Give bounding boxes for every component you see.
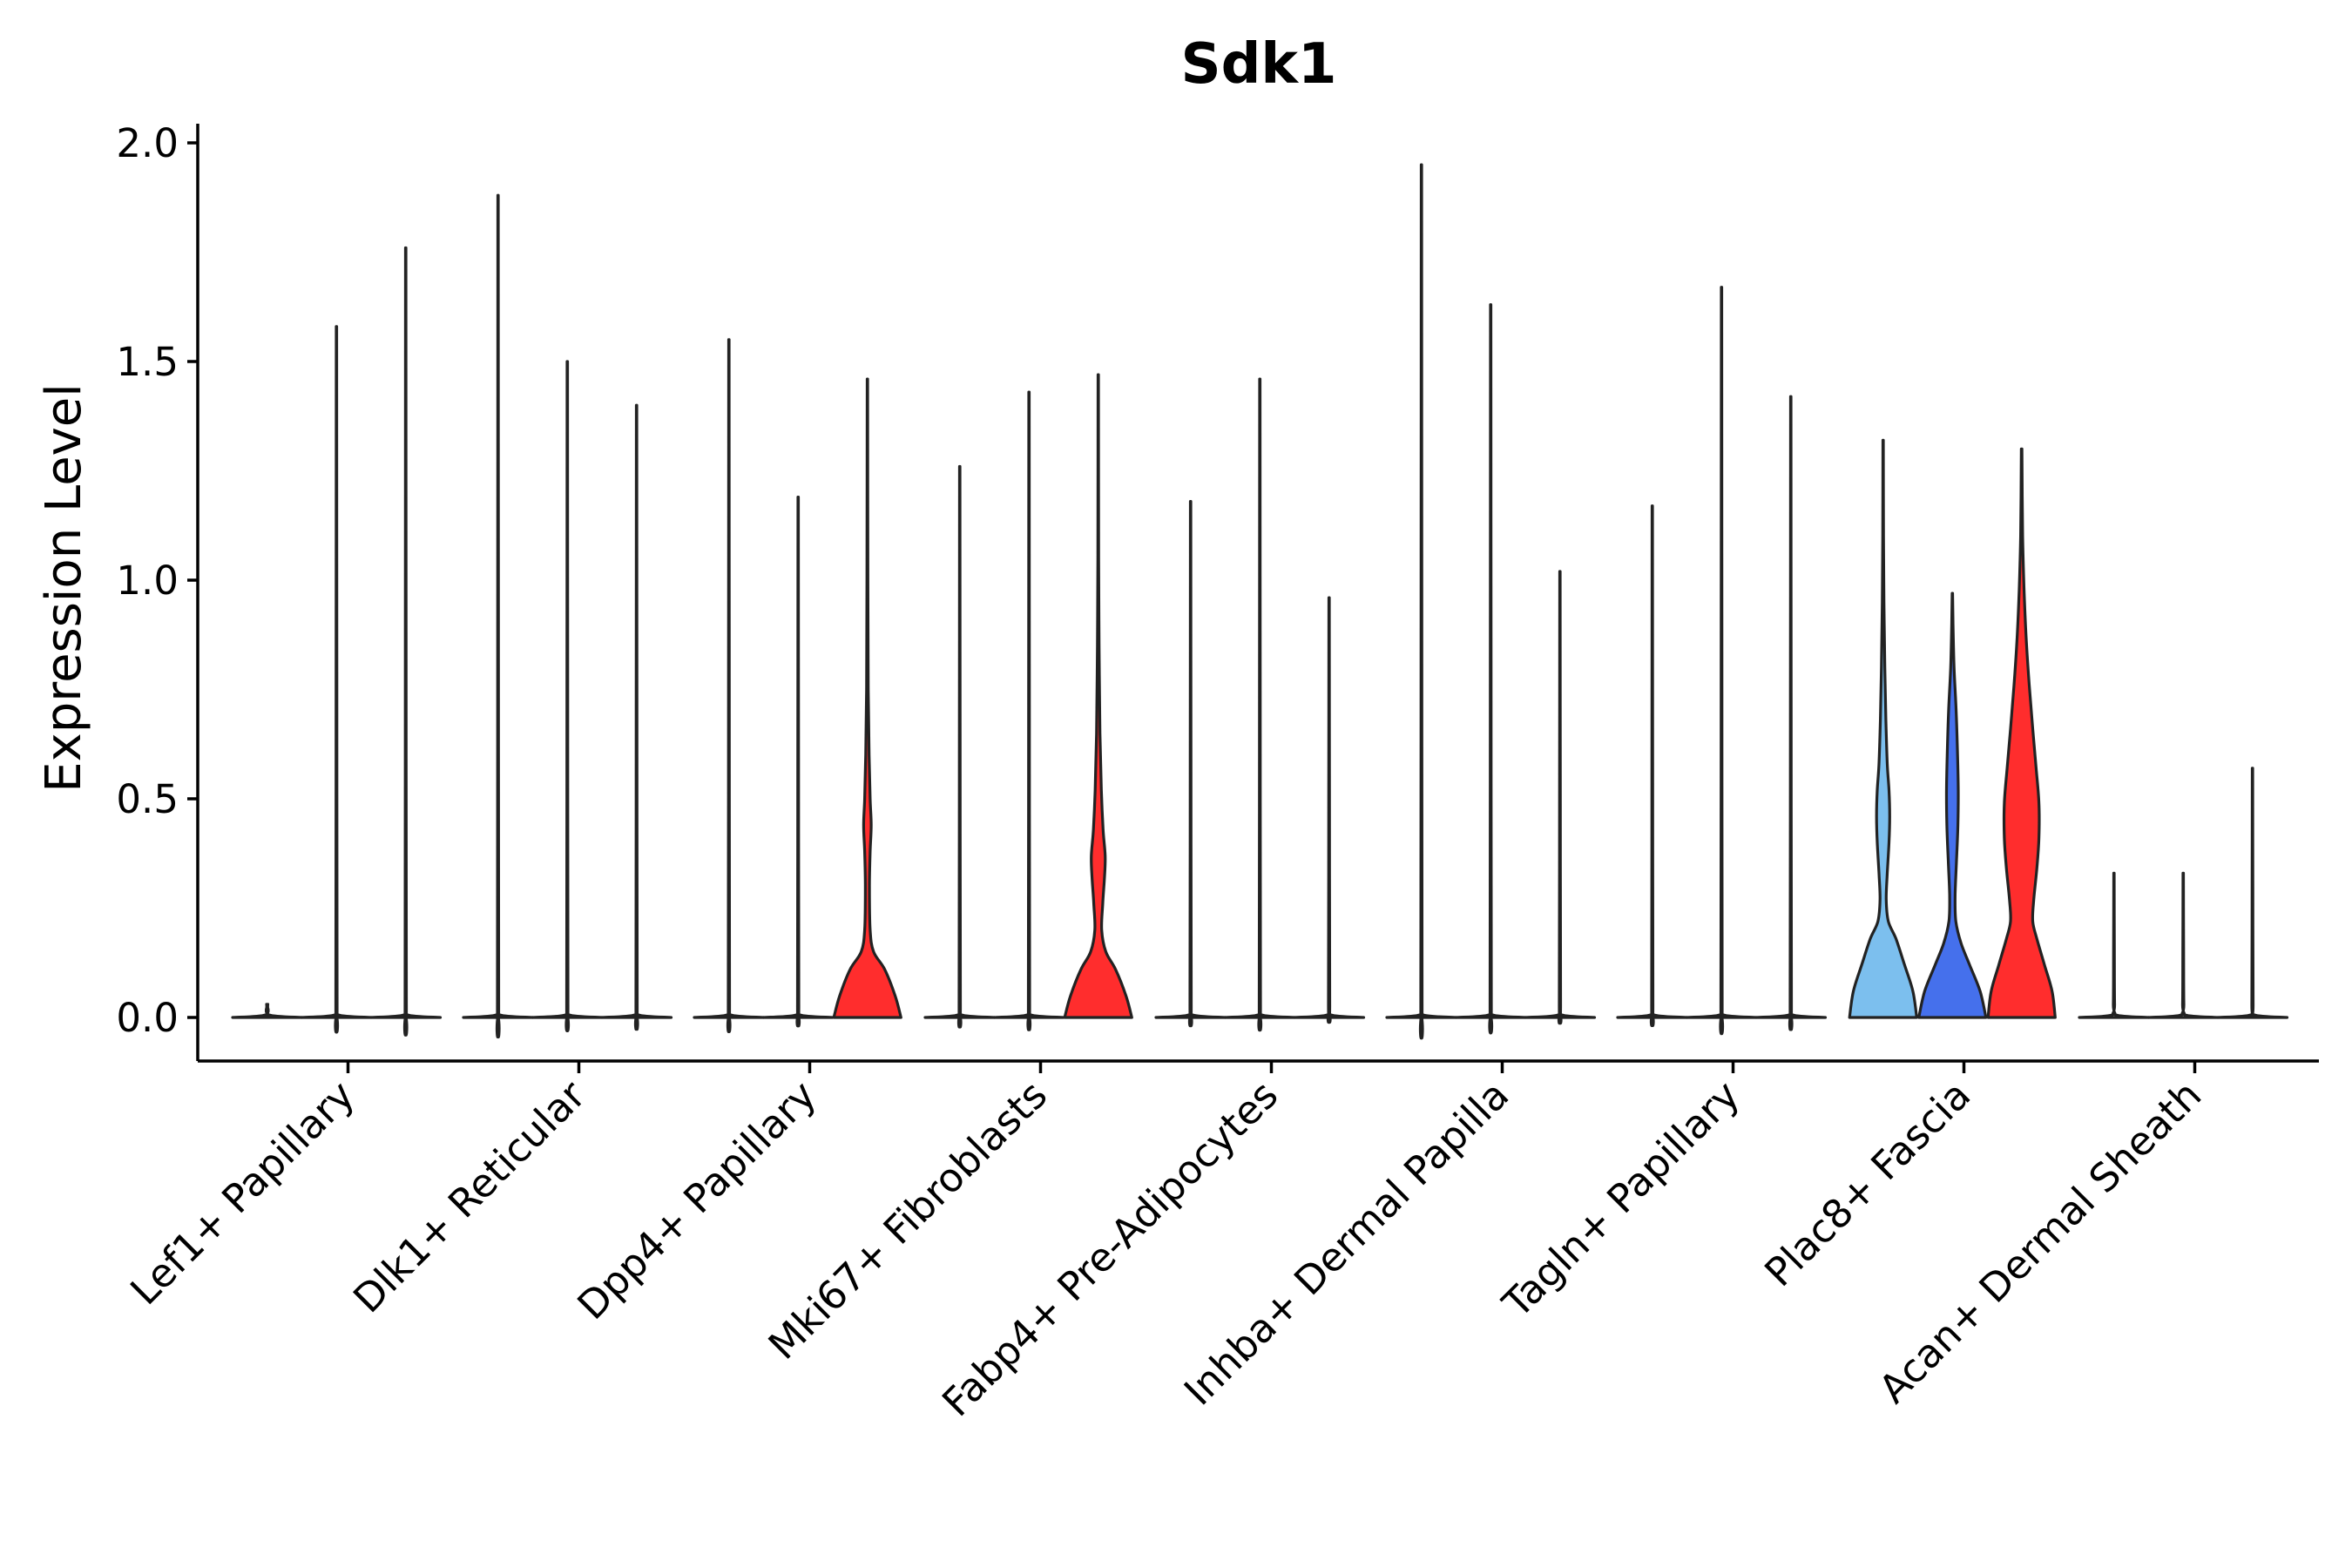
x-tick-label: Dlk1+ Reticular xyxy=(344,1071,594,1321)
violin-6-3 xyxy=(1524,570,1597,1025)
x-tick-label: Dpp4+ Papillary xyxy=(568,1071,825,1328)
y-tick-label: 0.5 xyxy=(116,776,179,822)
violin-6-2 xyxy=(1454,303,1527,1035)
x-tick-label: Tagln+ Papillary xyxy=(1493,1071,1748,1327)
violin-4-2 xyxy=(992,390,1065,1031)
violin-8-2 xyxy=(1917,591,1988,1019)
violin-5-3 xyxy=(1293,596,1366,1024)
violin-3-3 xyxy=(832,377,902,1019)
violin-6-1 xyxy=(1385,163,1458,1040)
violin-9-1 xyxy=(2078,871,2151,1019)
violin-3-2 xyxy=(761,496,835,1028)
violin-1-3 xyxy=(369,246,443,1037)
violin-7-2 xyxy=(1685,286,1758,1035)
violin-5-1 xyxy=(1154,500,1227,1028)
violin-1-1 xyxy=(231,1003,304,1019)
violin-9-2 xyxy=(2146,871,2220,1019)
violin-8-3 xyxy=(1986,447,2057,1019)
y-axis-label: Expression Level xyxy=(36,383,92,793)
y-tick-label: 1.5 xyxy=(116,339,179,385)
violin-7-3 xyxy=(1754,395,1828,1031)
violin-2-2 xyxy=(531,360,604,1032)
violin-4-3 xyxy=(1063,373,1133,1019)
violin-1-2 xyxy=(300,325,373,1034)
violin-layer xyxy=(231,163,2289,1040)
x-tick-label: Plac8+ Fascia xyxy=(1755,1071,1979,1295)
violin-2-3 xyxy=(600,403,673,1031)
violin-8-1 xyxy=(1848,438,1918,1019)
x-tick-label: Lef1+ Papillary xyxy=(121,1071,363,1314)
violin-4-1 xyxy=(923,464,997,1029)
violin-2-1 xyxy=(462,193,535,1038)
y-tick-label: 1.0 xyxy=(116,558,179,604)
violin-9-3 xyxy=(2216,767,2289,1019)
violin-3-1 xyxy=(693,338,766,1033)
violin-5-2 xyxy=(1223,377,1296,1032)
chart-title: Sdk1 xyxy=(1181,32,1337,97)
y-tick-label: 2.0 xyxy=(116,120,179,166)
violin-7-1 xyxy=(1616,504,1689,1027)
y-tick-label: 0.0 xyxy=(116,995,179,1041)
